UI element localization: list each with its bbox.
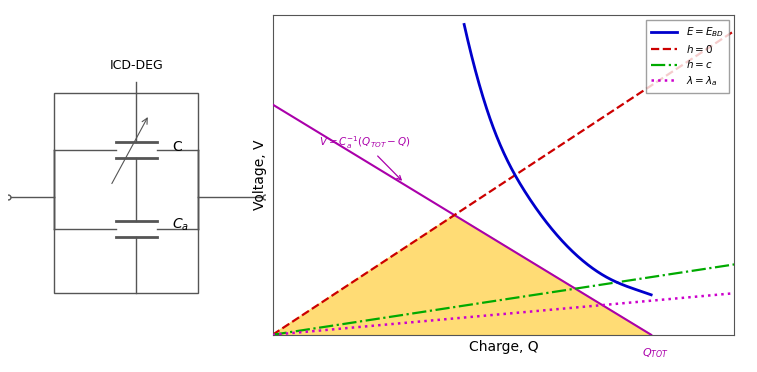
Y-axis label: Voltage, V: Voltage, V (253, 140, 267, 210)
Text: C: C (173, 140, 182, 154)
X-axis label: Charge, Q: Charge, Q (469, 340, 538, 355)
Bar (54, 93, 198, 293)
Polygon shape (273, 215, 651, 335)
Text: $C_a$: $C_a$ (173, 217, 189, 234)
Text: $V=C_a^{-1}(Q_{TOT}-Q)$: $V=C_a^{-1}(Q_{TOT}-Q)$ (319, 134, 410, 180)
Legend: $E=E_{BD}$, $h=0$, $h=c$, $\lambda=\lambda_a$: $E=E_{BD}$, $h=0$, $h=c$, $\lambda=\lamb… (646, 20, 729, 93)
Text: ICD-DEG: ICD-DEG (109, 59, 164, 72)
Text: $Q_{TOT}$: $Q_{TOT}$ (643, 346, 669, 360)
